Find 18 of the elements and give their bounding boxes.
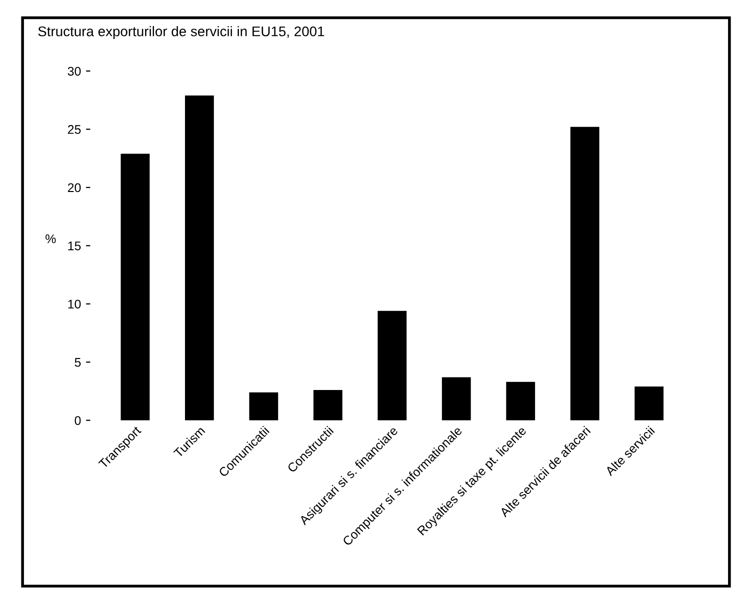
y-tick-label: 20 — [68, 183, 81, 192]
y-tick-label: 25 — [68, 125, 81, 134]
bar — [506, 382, 536, 420]
y-tick-label: 10 — [68, 300, 81, 309]
y-tick-label: 5 — [74, 358, 81, 367]
bar — [378, 310, 407, 420]
bar — [634, 386, 664, 420]
bar — [249, 392, 278, 420]
bar — [313, 390, 342, 420]
bar — [120, 154, 150, 420]
bar — [442, 377, 471, 420]
y-tick-label: 0 — [74, 416, 81, 425]
bar — [570, 126, 600, 420]
y-tick-label: 15 — [68, 242, 81, 250]
y-axis-title: % — [46, 234, 56, 244]
chart-title: Structura exporturilor de servicii in EU15, 2001 — [38, 26, 324, 40]
y-tick-label: 30 — [68, 66, 81, 76]
bar — [184, 95, 214, 420]
